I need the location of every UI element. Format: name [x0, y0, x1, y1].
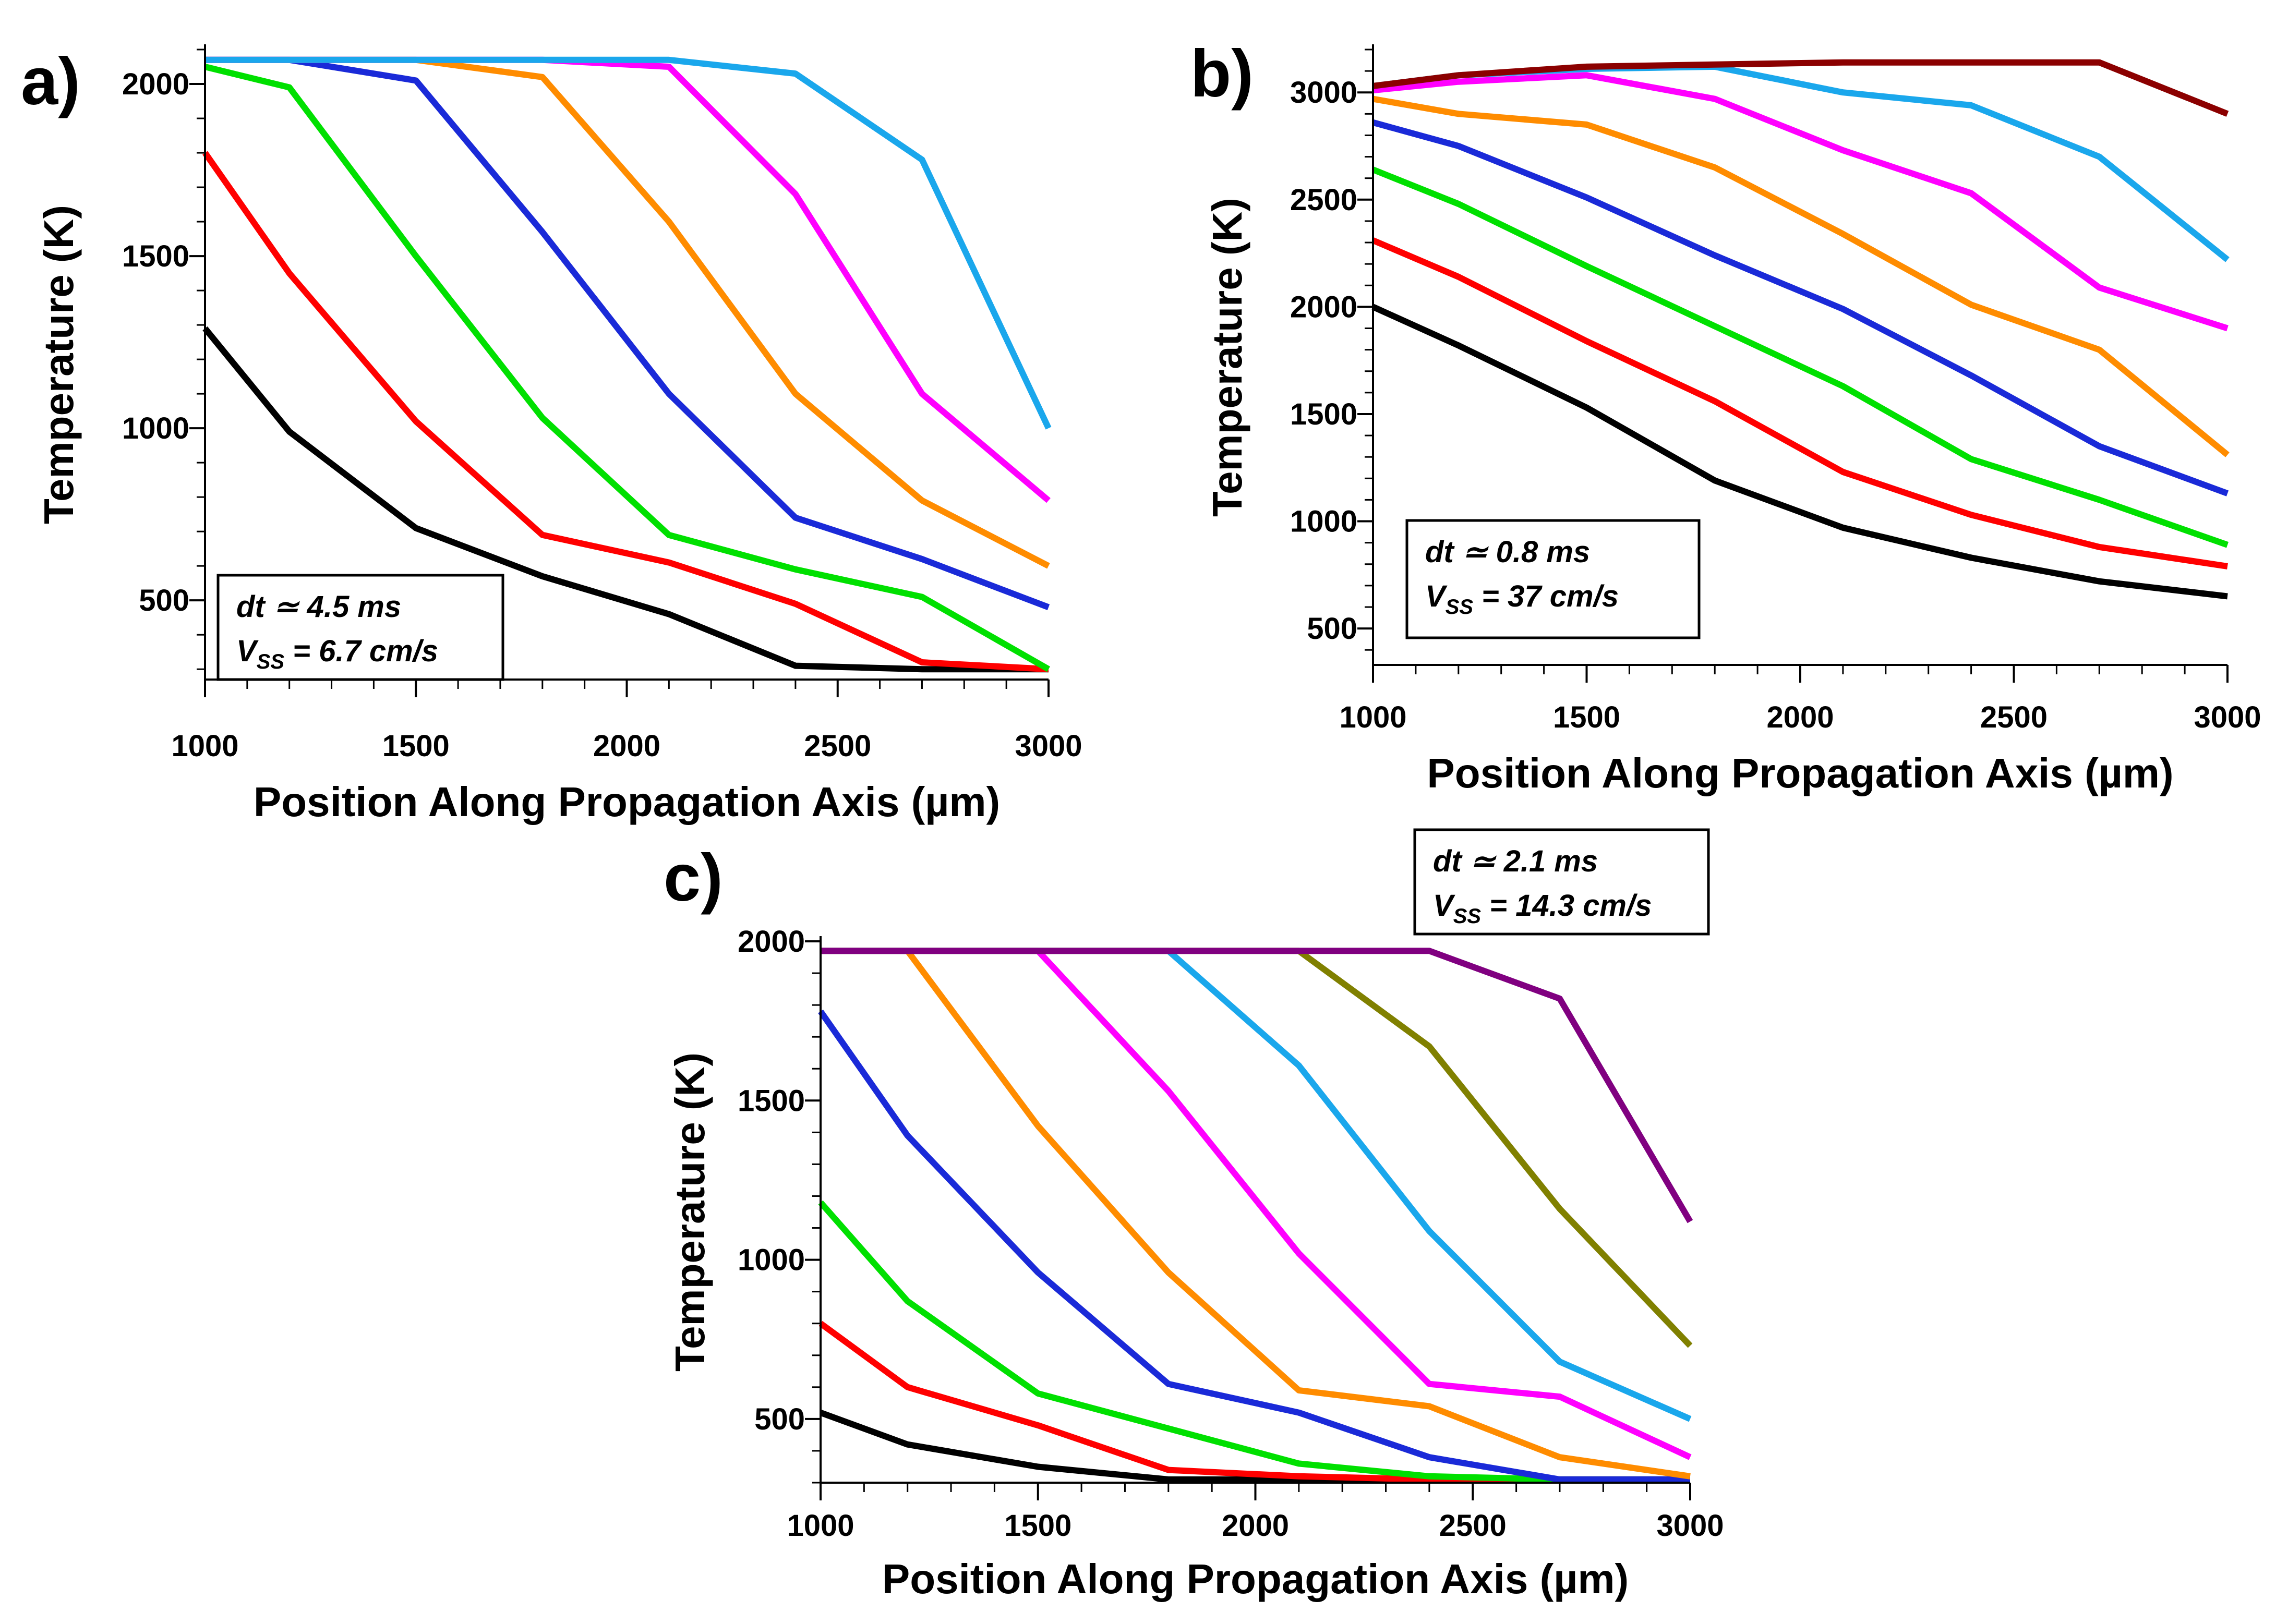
- series-line: [202, 326, 1049, 673]
- y-tick-label: 500: [754, 1402, 805, 1436]
- chart-panel: 1000 1500 2000 2500 3000 500 1000 1500 2000 Posit…: [664, 828, 1724, 1602]
- x-tick-label: 1500: [382, 729, 450, 763]
- panel-letter: c): [664, 841, 723, 915]
- y-tick-label: 2000: [1290, 290, 1357, 324]
- x-tick-label: 1000: [1339, 700, 1406, 734]
- series-line: [819, 1410, 1690, 1483]
- annotation-line-1: dt ≃ 0.8 ms: [1425, 535, 1590, 569]
- y-tick-label: 1000: [122, 411, 189, 445]
- x-axis-label: Position Along Propagation Axis (µm): [1427, 750, 2173, 796]
- chart-panel: 1000 1500 2000 2500 3000 500 1000 1500 2000 2500 3…: [1190, 37, 2261, 796]
- x-tick-label: 2000: [1222, 1509, 1289, 1543]
- y-tick-label: 1500: [1290, 397, 1357, 431]
- x-tick-label: 2000: [1766, 700, 1834, 734]
- annotation-box: [1405, 519, 1701, 639]
- series-line: [202, 151, 1049, 673]
- annotation-line-1: dt ≃ 4.5 ms: [236, 590, 401, 624]
- series-line: [818, 1009, 1690, 1483]
- chart-panel: 1000 1500 2000 2500 3000 500 1000 1500 2000 Posit…: [21, 44, 1082, 825]
- x-axis-label: Position Along Propagation Axis (µm): [882, 1556, 1629, 1602]
- x-tick-label: 3000: [1656, 1509, 1724, 1543]
- series-line: [1372, 59, 2229, 117]
- y-tick-label: 1500: [738, 1084, 805, 1118]
- x-tick-label: 3000: [2194, 700, 2261, 734]
- x-tick-label: 1000: [787, 1509, 854, 1543]
- series-line: [204, 64, 1050, 672]
- y-tick-label: 3000: [1290, 76, 1357, 110]
- series-line: [821, 948, 1691, 1480]
- series-line: [1372, 119, 2229, 496]
- panel-letter: b): [1190, 37, 1254, 111]
- annotation-line-1: dt ≃ 2.1 ms: [1433, 844, 1598, 878]
- annotation-line-2: VSS = 6.7 cm/s: [236, 634, 438, 673]
- series-line: [1371, 304, 2228, 600]
- series-line: [205, 56, 1050, 611]
- y-tick-label: 1000: [738, 1243, 805, 1277]
- series-line: [1371, 237, 2228, 569]
- y-tick-label: 1500: [122, 239, 189, 273]
- series-line: [1372, 95, 2230, 457]
- y-axis-label: Temperature (K): [1204, 198, 1250, 517]
- y-tick-label: 2000: [122, 67, 189, 101]
- x-tick-label: 3000: [1015, 729, 1082, 763]
- y-tick-label: 2000: [738, 925, 805, 959]
- series-line: [821, 948, 1693, 1223]
- series-line: [1371, 166, 2229, 548]
- x-tick-label: 1500: [1004, 1509, 1071, 1543]
- annotation-box: [216, 574, 504, 681]
- y-tick-label: 1000: [1290, 505, 1357, 539]
- annotation-box: [1413, 828, 1710, 936]
- x-tick-label: 2000: [593, 729, 660, 763]
- series-line: [205, 56, 1050, 569]
- x-tick-label: 1000: [171, 729, 238, 763]
- panel-letter: a): [21, 44, 80, 119]
- x-tick-label: 2500: [1439, 1509, 1507, 1543]
- series-line: [818, 1200, 1690, 1483]
- x-axis-label: Position Along Propagation Axis (µm): [254, 779, 1000, 825]
- x-tick-label: 2500: [804, 729, 871, 763]
- x-tick-label: 2500: [1980, 700, 2048, 734]
- y-tick-label: 500: [139, 584, 189, 617]
- annotation-line-2: VSS = 37 cm/s: [1425, 579, 1619, 619]
- y-axis-label: Temperature (K): [667, 1052, 713, 1372]
- series-line: [1372, 72, 2229, 332]
- x-tick-label: 1500: [1553, 700, 1620, 734]
- y-tick-label: 500: [1307, 612, 1357, 646]
- y-axis-label: Temperature (K): [35, 205, 82, 524]
- series-line: [205, 56, 1051, 503]
- y-tick-label: 2500: [1290, 183, 1357, 217]
- annotation-line-2: VSS = 14.3 cm/s: [1433, 889, 1652, 928]
- series-line: [205, 56, 1052, 430]
